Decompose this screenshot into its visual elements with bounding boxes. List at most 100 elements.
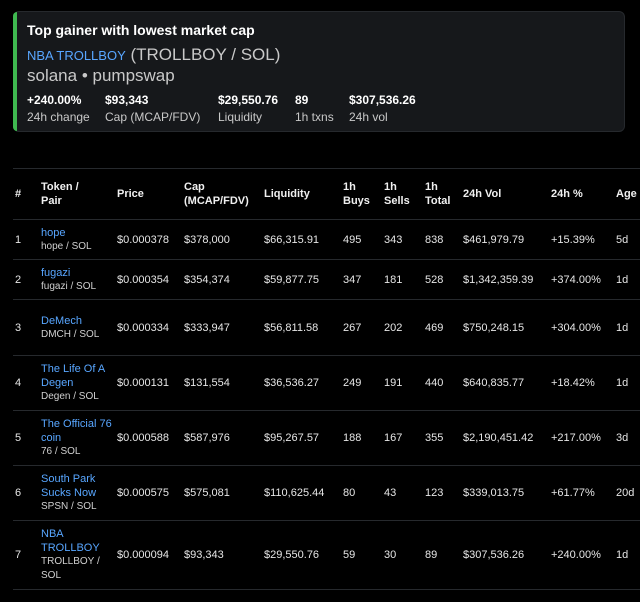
header-cap[interactable]: Cap (MCAP/FDV): [182, 169, 262, 220]
cell-sells: 167: [382, 410, 423, 466]
header-1h-buys[interactable]: 1h Buys: [341, 169, 382, 220]
header-1h-sells[interactable]: 1h Sells: [382, 169, 423, 220]
cell-price: $0.000588: [115, 410, 182, 466]
cell-token-pair: The Official 76 coin 76 / SOL: [39, 410, 115, 466]
token-pair-label: hope / SOL: [41, 240, 92, 252]
cell-liq: $56,811.58: [262, 299, 341, 356]
cell-total: 440: [423, 355, 461, 411]
cell-price: $0.000378: [115, 219, 182, 260]
table-row[interactable]: 2 fugazi fugazi / SOL $0.000354 $354,374 $59,…: [13, 259, 640, 300]
cell-sells: 43: [382, 465, 423, 521]
header-24h-change[interactable]: 24h %: [549, 169, 614, 220]
token-name-link[interactable]: NBA TROLLBOY: [41, 528, 100, 554]
cell-num: 6: [13, 465, 39, 521]
token-name-link[interactable]: NBA TROLLBOY: [27, 48, 126, 63]
cell-chg: +61.77%: [549, 465, 614, 521]
header-text: 1h: [425, 181, 438, 193]
cell-total: 89: [423, 520, 461, 590]
cell-vol: $750,248.15: [461, 299, 549, 356]
header-liquidity[interactable]: Liquidity: [262, 169, 341, 220]
cell-buys: 347: [341, 259, 382, 300]
stat-24h-vol: $307,536.26 24h vol: [349, 93, 416, 124]
cell-sells: 30: [382, 520, 423, 590]
cell-sells: 181: [382, 259, 423, 300]
table-row[interactable]: 3 DeMech DMCH / SOL $0.000334 $333,947 $56,81…: [13, 299, 640, 356]
header-text: Token /: [41, 181, 79, 193]
stat-label: Liquidity: [218, 110, 263, 124]
token-pair-label: fugazi / SOL: [41, 280, 97, 292]
token-pair-label: TROLLBOY / SOL: [41, 556, 100, 581]
cell-token-pair: fugazi fugazi / SOL: [39, 259, 115, 300]
token-name-link[interactable]: hope: [41, 226, 66, 239]
stat-24h-change: +240.00% 24h change: [27, 93, 90, 124]
stat-value: +240.00%: [27, 93, 82, 107]
token-name-link[interactable]: DeMech: [41, 314, 82, 327]
cell-total: 123: [423, 465, 461, 521]
cell-vol: $640,835.77: [461, 355, 549, 411]
header-text: Buys: [343, 195, 370, 207]
cell-chg: +18.42%: [549, 355, 614, 411]
cell-cap: $93,343: [182, 520, 262, 590]
table-row[interactable]: 4 The Life Of A Degen Degen / SOL $0.000131…: [13, 355, 640, 411]
cell-chg: +374.00%: [549, 259, 614, 300]
cell-token-pair: South Park Sucks Now SPSN / SOL: [39, 465, 115, 521]
stat-cap: $93,343 Cap (MCAP/FDV): [105, 93, 200, 124]
table-row[interactable]: 5 The Official 76 coin 76 / SOL $0.000588 $5…: [13, 410, 640, 466]
stat-liquidity: $29,550.76 Liquidity: [218, 93, 278, 124]
tokens-table: # Token / Pair Price Cap (MCAP/FDV) Liquid…: [13, 168, 640, 590]
token-name-link[interactable]: South Park Sucks Now: [41, 473, 97, 499]
table-row[interactable]: 6 South Park Sucks Now SPSN / SOL $0.000575…: [13, 465, 640, 521]
header-age[interactable]: Age: [614, 169, 640, 220]
cell-age: 20d: [614, 465, 640, 521]
cell-cap: $378,000: [182, 219, 262, 260]
token-name-link[interactable]: fugazi: [41, 266, 71, 279]
cell-liq: $36,536.27: [262, 355, 341, 411]
header-text: Cap: [184, 181, 205, 193]
table-row[interactable]: 1 hope hope / SOL $0.000378 $378,000 $66,315.…: [13, 219, 640, 260]
token-name-link[interactable]: The Official 76 coin: [41, 418, 112, 444]
cell-total: 838: [423, 219, 461, 260]
cell-price: $0.000131: [115, 355, 182, 411]
cell-num: 2: [13, 259, 39, 300]
header-1h-total[interactable]: 1h Total: [423, 169, 461, 220]
header-token-pair[interactable]: Token / Pair: [39, 169, 115, 220]
cell-total: 355: [423, 410, 461, 466]
cell-vol: $1,342,359.39: [461, 259, 549, 300]
token-name-link[interactable]: The Life Of A Degen: [41, 363, 105, 389]
cell-cap: $131,554: [182, 355, 262, 411]
cell-sells: 343: [382, 219, 423, 260]
cell-price: $0.000094: [115, 520, 182, 590]
token-pair-label: DMCH / SOL: [41, 328, 100, 340]
cell-sells: 191: [382, 355, 423, 411]
cell-total: 528: [423, 259, 461, 300]
cell-vol: $307,536.26: [461, 520, 549, 590]
cell-cap: $575,081: [182, 465, 262, 521]
cell-price: $0.000334: [115, 299, 182, 356]
cell-token-pair: NBA TROLLBOY TROLLBOY / SOL: [39, 520, 115, 590]
cell-num: 1: [13, 219, 39, 260]
token-line: NBA TROLLBOY (TROLLBOY / SOL): [27, 45, 280, 65]
cell-age: 1d: [614, 355, 640, 411]
header-price[interactable]: Price: [115, 169, 182, 220]
cell-num: 5: [13, 410, 39, 466]
table-row[interactable]: 7 NBA TROLLBOY TROLLBOY / SOL $0.000094 $93,…: [13, 520, 640, 590]
cell-price: $0.000354: [115, 259, 182, 300]
stat-value: 89: [295, 93, 309, 107]
cell-liq: $66,315.91: [262, 219, 341, 260]
token-pair: (TROLLBOY / SOL): [130, 45, 281, 64]
cell-chg: +217.00%: [549, 410, 614, 466]
header-text: 1h: [384, 181, 397, 193]
header-rank: #: [13, 169, 39, 220]
header-24h-vol[interactable]: 24h Vol: [461, 169, 549, 220]
cell-buys: 188: [341, 410, 382, 466]
cell-age: 1d: [614, 259, 640, 300]
cell-cap: $587,976: [182, 410, 262, 466]
stat-1h-txns: 89 1h txns: [295, 93, 334, 124]
card-title: Top gainer with lowest market cap: [27, 22, 255, 38]
cell-token-pair: DeMech DMCH / SOL: [39, 299, 115, 356]
stat-label: 24h vol: [349, 110, 388, 124]
cell-buys: 80: [341, 465, 382, 521]
cell-liq: $110,625.44: [262, 465, 341, 521]
token-pair-label: 76 / SOL: [41, 446, 81, 457]
cell-vol: $339,013.75: [461, 465, 549, 521]
